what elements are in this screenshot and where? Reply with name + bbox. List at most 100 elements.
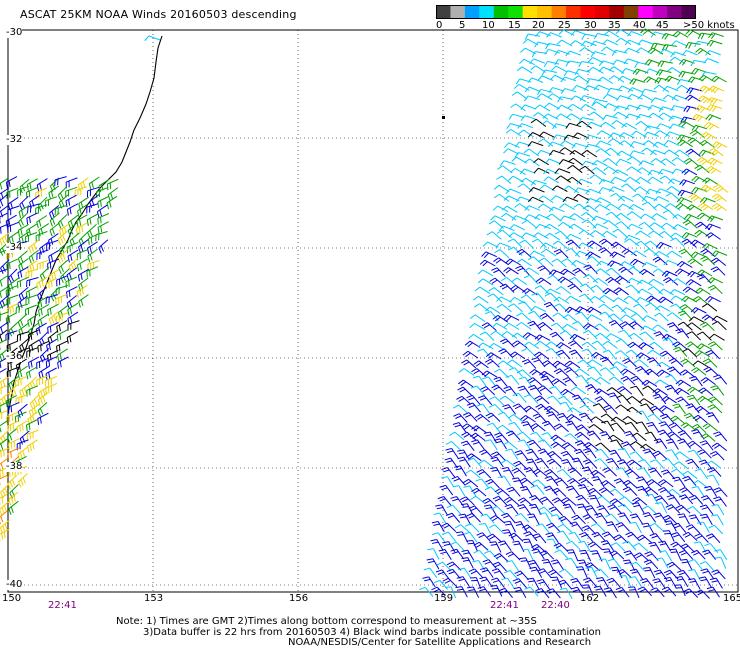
- wind-barb: [682, 219, 698, 229]
- wind-barb: [655, 123, 672, 129]
- wind-barb: [466, 402, 481, 413]
- wind-barb: [615, 37, 632, 45]
- wind-barb: [583, 447, 597, 459]
- wind-barb: [490, 456, 504, 468]
- wind-barb: [87, 224, 97, 239]
- wind-barb: [671, 157, 688, 165]
- wind-barb: [667, 366, 682, 376]
- wind-barb: [635, 297, 652, 304]
- wind-barb: [534, 395, 550, 405]
- wind-barb: [553, 368, 569, 378]
- wind-barb: [66, 295, 77, 310]
- coastline: [7, 35, 445, 415]
- wind-barb: [665, 374, 680, 385]
- wind-barb: [449, 431, 465, 441]
- wind-barb: [27, 376, 38, 392]
- wind-barb: [585, 188, 602, 195]
- wind-barb: [602, 114, 618, 121]
- wind-barb: [650, 42, 666, 50]
- wind-barb: [616, 394, 631, 405]
- wind-barb: [534, 104, 551, 112]
- wind-barb: [527, 196, 544, 203]
- wind-barb: [665, 438, 679, 450]
- wind-barb: [619, 261, 636, 268]
- wind-barb: [524, 586, 539, 597]
- wind-barb: [529, 503, 542, 516]
- wind-barb: [0, 212, 8, 224]
- wind-barb: [616, 95, 632, 101]
- wind-barb: [691, 429, 705, 440]
- wind-barb: [644, 59, 661, 66]
- wind-barb: [144, 35, 161, 42]
- wind-barb: [637, 467, 651, 478]
- wind-barb: [700, 513, 713, 525]
- wind-barb: [530, 484, 545, 495]
- wind-barb: [492, 561, 507, 572]
- wind-barb: [650, 149, 666, 156]
- wind-barb: [674, 584, 686, 597]
- wind-barb: [570, 577, 584, 589]
- wind-barb: [658, 405, 675, 413]
- wind-barb: [573, 448, 588, 460]
- wind-barb: [589, 230, 606, 238]
- wind-barb: [621, 248, 637, 257]
- wind-barb: [702, 177, 718, 185]
- wind-barb: [661, 222, 677, 231]
- wind-barb: [523, 394, 539, 404]
- wind-barb: [442, 531, 457, 542]
- wind-barb: [648, 230, 664, 239]
- wind-barb: [0, 177, 9, 190]
- wind-barb: [540, 242, 557, 250]
- wind-barb: [593, 33, 610, 40]
- wind-barb: [609, 550, 625, 560]
- wind-barb: [647, 47, 664, 55]
- wind-barb: [527, 256, 543, 266]
- wind-barb: [538, 506, 553, 516]
- wind-barb: [548, 87, 565, 94]
- wind-barb: [19, 195, 29, 211]
- wind-barb: [503, 496, 520, 506]
- wind-barb: [590, 40, 606, 47]
- wind-barb: [0, 401, 9, 413]
- wind-barb: [688, 569, 701, 581]
- wind-barb: [711, 569, 726, 580]
- wind-barb: [711, 504, 725, 516]
- wind-barb: [477, 342, 494, 350]
- wind-barb: [8, 376, 19, 391]
- note-line-2: 3)Data buffer is 22 hrs from 20160503 4)…: [143, 626, 601, 638]
- wind-barb: [559, 401, 573, 413]
- wind-barb: [519, 239, 535, 249]
- wind-barb: [622, 416, 638, 424]
- wind-barb: [535, 277, 552, 286]
- wind-barb: [638, 459, 653, 470]
- wind-barb: [705, 460, 722, 469]
- wind-barb: [505, 188, 522, 195]
- wind-barb: [45, 294, 59, 305]
- colorbar-swatch: [464, 5, 480, 19]
- wind-barb: [685, 458, 700, 469]
- wind-barb: [585, 251, 601, 259]
- wind-barb: [603, 30, 620, 38]
- wind-barb: [500, 338, 515, 348]
- wind-barb: [594, 458, 609, 468]
- wind-barb: [477, 269, 494, 277]
- wind-barb: [488, 342, 505, 350]
- wind-barb: [694, 105, 711, 114]
- wind-barb: [661, 396, 677, 404]
- wind-barb: [711, 442, 728, 451]
- wind-barb: [660, 413, 675, 424]
- wind-barb: [677, 189, 694, 197]
- wind-barb: [548, 206, 565, 213]
- wind-barb: [563, 367, 579, 377]
- wind-barb: [19, 338, 30, 353]
- wind-barb: [491, 322, 508, 330]
- wind-barb: [624, 113, 641, 120]
- wind-barb: [27, 356, 40, 369]
- wind-barb: [559, 330, 575, 340]
- wind-barb: [674, 268, 691, 275]
- wind-barb: [509, 224, 526, 231]
- wind-barb: [446, 504, 462, 515]
- wind-barb: [558, 568, 574, 578]
- wind-barb: [427, 548, 440, 560]
- wind-barb: [559, 147, 576, 155]
